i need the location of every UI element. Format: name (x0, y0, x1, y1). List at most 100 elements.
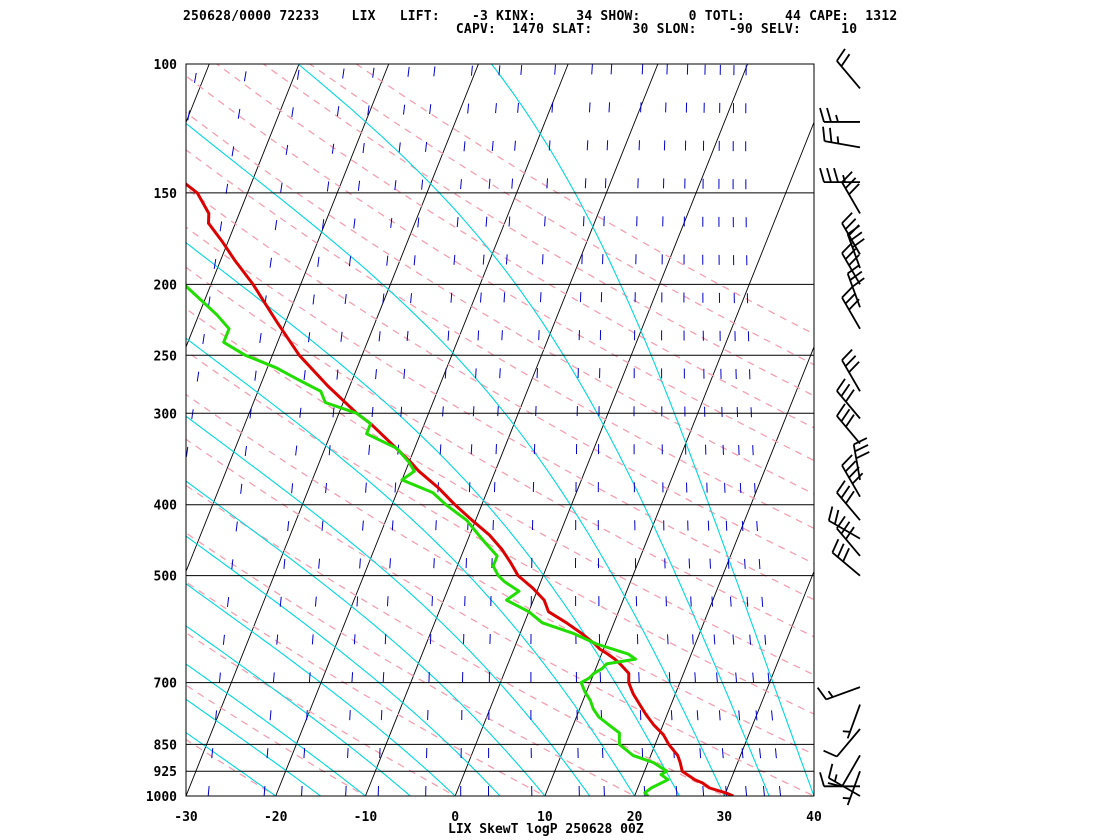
wind-barb (841, 286, 861, 330)
mixing-ratio-line (186, 64, 199, 134)
wind-barb (822, 126, 861, 149)
barb-full (836, 543, 845, 558)
dry-adiabat (186, 226, 814, 601)
pressure-label: 400 (154, 499, 178, 514)
wind-barb (831, 538, 861, 577)
barb-full (836, 378, 846, 392)
mixing-ratio-line (460, 64, 501, 796)
barb-full (848, 361, 860, 373)
barb-staff (841, 465, 861, 498)
pressure-label: 500 (154, 570, 178, 585)
dry-adiabat (186, 350, 814, 715)
wind-barb (836, 378, 861, 420)
barb-half (834, 774, 838, 782)
mixing-ratio-line (718, 64, 748, 796)
mixing-ratio-line (575, 64, 593, 796)
mixing-ratio-line (530, 64, 556, 796)
isotherm (454, 64, 748, 796)
dry-adiabat (186, 393, 814, 756)
barb-full (834, 509, 840, 525)
barb-half (842, 797, 851, 800)
barb-full (848, 254, 860, 266)
barb-full (840, 383, 851, 397)
moist-adiabat (186, 337, 636, 796)
barb-full (826, 167, 832, 183)
moist-adiabat (186, 583, 456, 796)
temperature-label: -30 (174, 810, 198, 825)
barb-full (822, 126, 826, 142)
barb-staff (825, 686, 861, 701)
temperature-label: -10 (354, 810, 378, 825)
barb-full (844, 292, 857, 305)
barb-full (845, 389, 855, 403)
chart-footer: LIX SkewT logP 250628 00Z (448, 822, 644, 837)
barb-full (827, 763, 834, 779)
dry-adiabat (186, 187, 814, 565)
wind-barb (841, 349, 861, 392)
profiles (186, 182, 734, 796)
isotherm (186, 64, 479, 796)
pressure-label: 200 (154, 278, 178, 293)
wind-barb (836, 480, 861, 521)
barb-staff (836, 390, 861, 420)
barb-full (840, 408, 851, 422)
barb-staff (846, 704, 861, 739)
mixing-ratio-line (377, 64, 436, 796)
barb-staff (836, 492, 861, 521)
dry-adiabat (186, 438, 814, 796)
isotherm (0, 64, 120, 796)
isobars (186, 63, 814, 797)
isotherm (813, 794, 814, 796)
barb-full (855, 451, 870, 460)
wind-barb (816, 686, 861, 701)
dry-adiabat (186, 738, 277, 796)
isotherm (904, 64, 1120, 796)
barb-staff (852, 444, 861, 481)
barb-full (842, 547, 850, 562)
barb-full (847, 264, 861, 275)
dry-adiabat (309, 64, 814, 366)
barb-staff (836, 60, 861, 90)
isotherm (186, 64, 300, 349)
wind-barb (819, 107, 860, 123)
barb-full (841, 349, 853, 361)
wind-barb (841, 212, 861, 255)
pressure-labels: 100 150 200 250 300 400 500 700 850 925 1000 (146, 58, 177, 805)
dry-adiabat (355, 64, 814, 335)
barb-full (836, 48, 846, 62)
moist-adiabat (186, 663, 366, 796)
temperature-label: -20 (264, 810, 288, 825)
dry-adiabat (263, 64, 814, 397)
barb-staff (841, 252, 861, 285)
barb-full (833, 167, 839, 183)
wind-barbs (816, 48, 870, 806)
moist-adiabat (186, 415, 591, 796)
barb-full (841, 242, 853, 254)
temperature-profile (186, 182, 734, 796)
wind-barb (842, 770, 861, 806)
barb-full (853, 437, 868, 446)
dry-adiabat (186, 684, 367, 796)
isotherm (634, 345, 814, 796)
isotherm (365, 64, 659, 796)
barb-full (840, 521, 851, 535)
wind-barb (823, 728, 861, 758)
barb-full (827, 506, 834, 521)
barb-full (840, 485, 851, 499)
dry-adiabat (186, 795, 188, 796)
wind-barb (827, 754, 861, 788)
isotherm (186, 64, 210, 124)
barb-staff (836, 527, 861, 557)
mixing-ratio-line (597, 64, 613, 796)
barb-full (816, 687, 827, 700)
wind-barb (841, 171, 861, 214)
dry-adiabat (186, 631, 457, 796)
barb-half (842, 730, 851, 733)
mixing-ratio-line (263, 64, 346, 796)
barb-half (835, 114, 839, 123)
mixing-ratio-line (207, 64, 301, 796)
barb-full (841, 212, 853, 224)
isotherm (723, 570, 814, 796)
dry-adiabat (216, 64, 814, 429)
